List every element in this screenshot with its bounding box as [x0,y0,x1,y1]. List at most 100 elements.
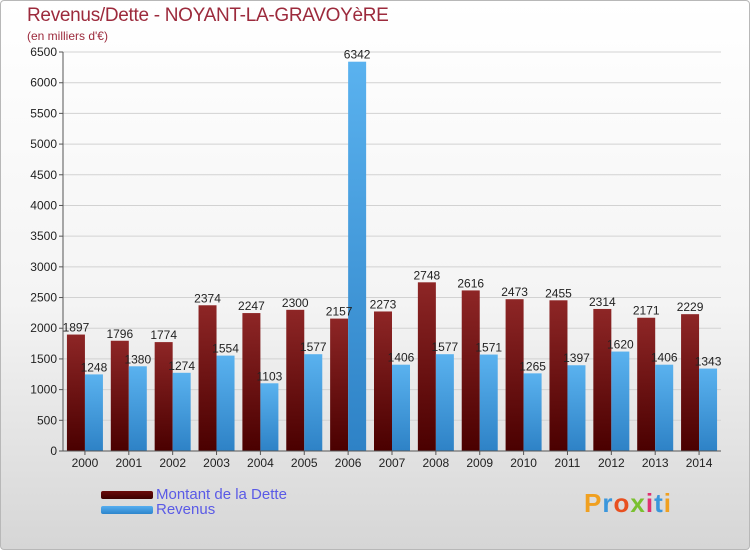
label-layer: 0 500 1000 1500 2000 2500 3000 3500 4000 4500 5000… [30,45,721,470]
x-tick-label: 2014 [686,456,713,470]
y-tick-label: 3500 [30,229,57,243]
bar-debt [549,300,568,451]
bar-revenue [216,355,235,451]
y-tick-label: 6500 [30,45,57,59]
bar-revenue [392,364,410,451]
y-tick-label: 2000 [30,321,57,335]
data-label-revenue: 1397 [563,351,590,365]
x-tick-label: 2011 [555,456,581,470]
logo-letter: t [654,488,664,518]
chart-unit: (en milliers d'€) [27,29,108,43]
bar-layer [66,61,718,452]
x-tick-label: 2010 [510,456,537,470]
bar-debt [637,317,656,451]
data-label-revenue: 1265 [519,359,546,373]
bar-debt [681,314,700,451]
data-label-debt: 2229 [677,300,704,314]
data-label-revenue: 1380 [124,352,151,366]
data-label-debt: 2374 [194,291,221,305]
bar-debt [461,290,480,451]
x-tick-label: 2009 [466,456,493,470]
bar-debt [330,318,349,451]
bar-revenue [435,354,454,451]
bar-revenue [611,351,630,451]
legend-label-debt: Montant de la Dette [156,486,287,503]
bar-debt [110,340,129,451]
data-label-debt: 2473 [501,285,528,299]
bar-revenue [84,374,103,451]
x-tick-label: 2003 [203,456,230,470]
x-tick-label: 2002 [159,456,186,470]
logo-letter: r [602,488,614,518]
bar-revenue [260,383,279,451]
data-label-revenue: 1343 [695,355,722,369]
bar-debt [505,299,524,451]
chart-title: Revenus/Dette - NOYANT-LA-GRAVOYèRE [27,5,389,26]
x-tick-label: 2013 [642,456,669,470]
x-tick-label: 2012 [598,456,625,470]
data-label-debt: 2171 [633,304,660,318]
data-label-debt: 2273 [370,297,397,311]
bar-debt [154,342,173,451]
data-label-revenue: 1103 [256,369,282,383]
bar-revenue [128,366,147,451]
y-tick-label: 2500 [30,291,57,305]
x-tick-label: 2004 [247,456,274,470]
y-tick-label: 1500 [30,352,57,366]
legend-swatch-revenue [101,506,153,514]
data-label-revenue: 1577 [432,340,459,354]
legend-label-revenue: Revenus [156,501,216,518]
bar-revenue [523,373,542,451]
bar-debt [198,305,217,451]
data-label-revenue: 1620 [607,338,634,352]
bar-revenue [304,354,323,451]
y-tick-label: 5500 [30,106,57,120]
x-tick-label: 2001 [115,456,142,470]
logo-letter: i [663,488,672,518]
bar-debt [417,282,436,451]
data-label-debt: 1796 [106,327,133,341]
logo-letter: x [630,488,646,518]
data-label-debt: 2748 [414,268,441,282]
bar-debt [374,311,392,451]
axis-layer [59,51,721,455]
data-label-revenue: 1406 [651,351,678,365]
x-tick-label: 2008 [423,456,450,470]
data-label-debt: 2616 [457,276,484,290]
x-tick-label: 2007 [379,456,406,470]
y-tick-label: 1000 [30,383,57,397]
data-label-revenue: 1406 [388,351,415,365]
y-tick-label: 4000 [30,198,57,212]
data-label-debt: 2455 [545,286,572,300]
y-tick-label: 3000 [30,260,57,274]
data-label-debt: 2157 [326,305,353,319]
data-label-debt: 1897 [63,321,90,335]
data-label-revenue: 1571 [475,341,502,355]
logo-letter: i [645,488,655,518]
data-label-debt: 2247 [238,299,265,313]
y-tick-label: 4500 [30,168,57,182]
bar-revenue [348,61,367,452]
data-label-revenue: 1274 [168,359,195,373]
bar-revenue [479,354,498,451]
data-label-revenue: 6342 [344,48,371,62]
y-tick-label: 0 [50,444,57,458]
y-tick-label: 5000 [30,137,57,151]
bar-debt [242,313,261,451]
data-label-revenue: 1554 [212,342,239,356]
y-tick-label: 6000 [30,76,57,90]
data-label-debt: 2314 [589,295,616,309]
logo-letter: P [584,488,603,518]
data-label-debt: 1774 [150,328,177,342]
bar-revenue [699,368,718,451]
x-tick-label: 2006 [335,456,362,470]
bar-debt [66,334,85,451]
bar-revenue [567,365,586,451]
bar-revenue [172,372,191,451]
y-tick-label: 500 [37,413,57,427]
data-label-debt: 2300 [282,296,309,310]
x-tick-label: 2000 [72,456,99,470]
x-tick-label: 2005 [291,456,318,470]
